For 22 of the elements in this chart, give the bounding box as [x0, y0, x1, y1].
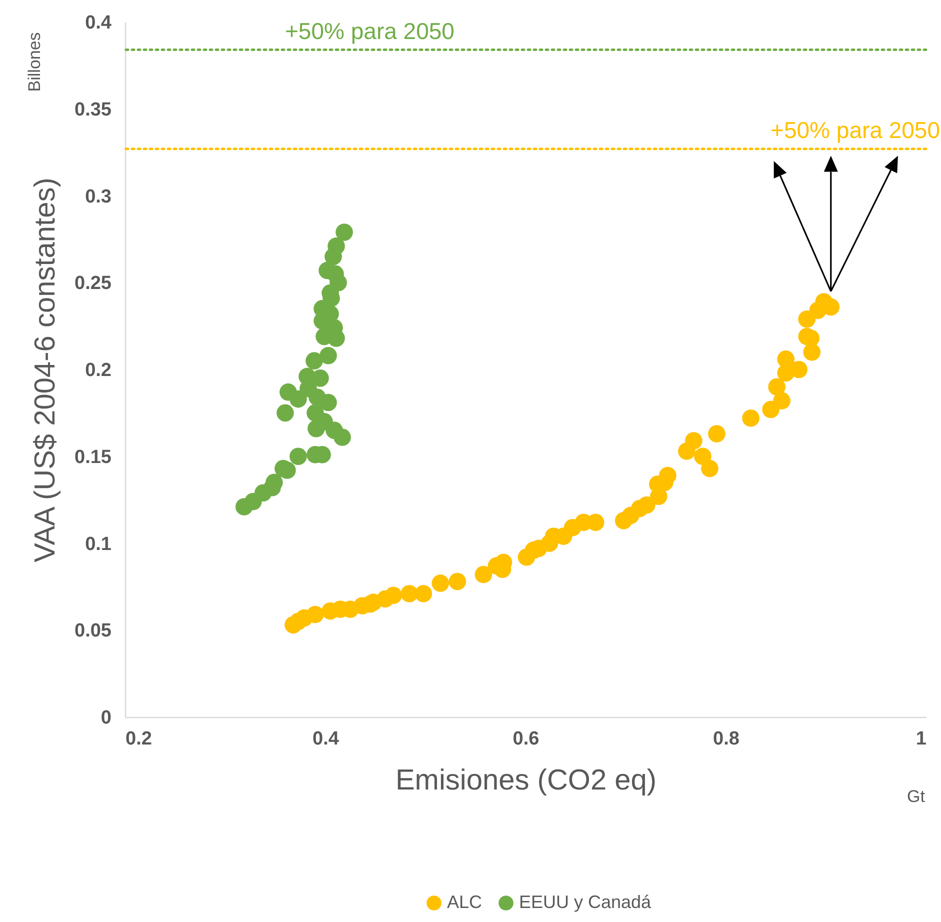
ref-line-label: +50% para 2050 [285, 18, 454, 44]
text: Gt [907, 787, 926, 806]
y-tick-label: 0.15 [74, 446, 112, 468]
y-tick-label: 0 [100, 708, 112, 728]
text: Billones [25, 32, 44, 92]
y-tick-label: 0.05 [74, 620, 112, 642]
legend-label: EEUU y Canadá [519, 892, 652, 912]
y-axis-title: VAA (US$ 2004-6 constantes) [30, 178, 62, 562]
ref-line-label: +50% para 2050 [770, 116, 940, 143]
y-tick-label: 0.35 [74, 99, 112, 120]
x-axis-title: Emisiones (CO2 eq) [395, 764, 657, 796]
x-tick-label: 0.6 [512, 728, 540, 750]
y-tick-label: 0.4 [85, 12, 112, 34]
x-tick-label: 0.8 [713, 728, 740, 750]
y-tick-label: 0.1 [85, 534, 112, 555]
x-tick-label: 0.4 [312, 728, 340, 750]
y-tick-label: 0.3 [85, 186, 112, 208]
x-tick-label: 1 [916, 728, 927, 750]
legend-label: ALC [447, 892, 482, 912]
y-tick-label: 0.2 [85, 360, 112, 381]
x-tick-label: 0.2 [126, 728, 152, 750]
y-tick-label: 0.25 [74, 273, 112, 294]
